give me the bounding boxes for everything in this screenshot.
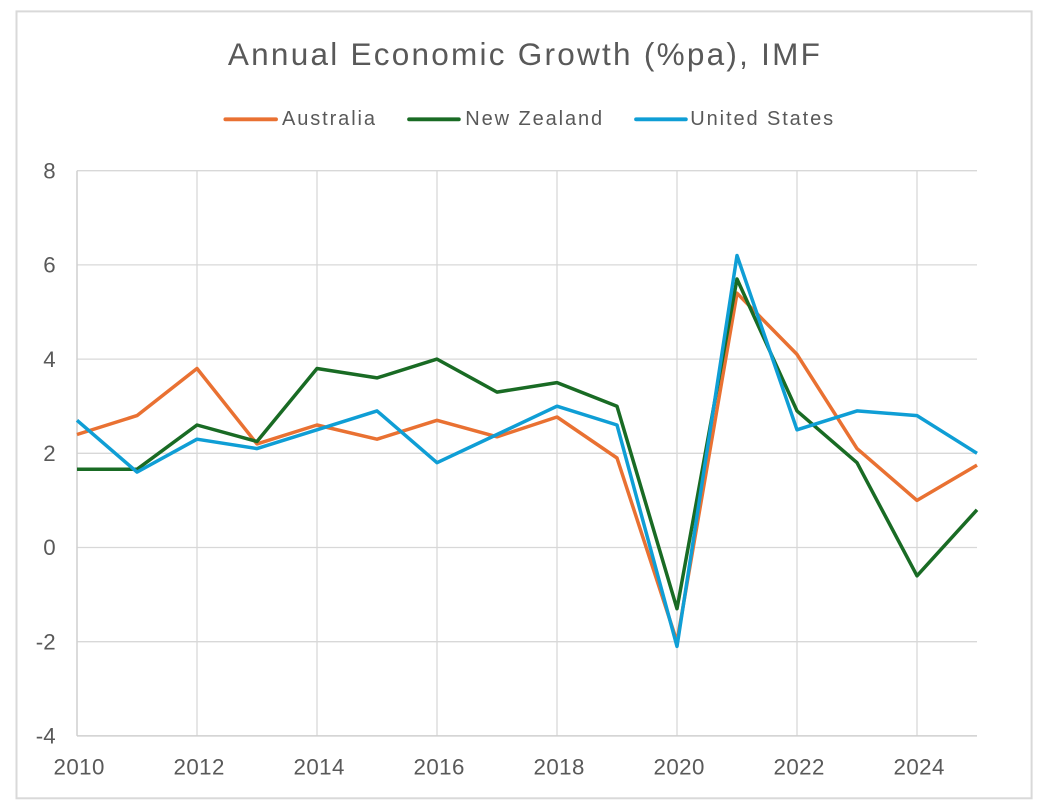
- svg-text:2016: 2016: [413, 755, 464, 780]
- svg-text:2020: 2020: [653, 755, 704, 780]
- svg-text:6: 6: [43, 253, 55, 278]
- svg-text:2010: 2010: [53, 755, 104, 780]
- svg-text:-4: -4: [36, 724, 56, 749]
- svg-text:2018: 2018: [533, 755, 584, 780]
- svg-text:4: 4: [43, 347, 55, 372]
- svg-text:Annual Economic Growth (%pa),: Annual Economic Growth (%pa), IMF: [228, 36, 822, 72]
- svg-text:2: 2: [43, 441, 55, 466]
- svg-text:8: 8: [43, 158, 55, 183]
- svg-text:Australia: Australia: [282, 108, 377, 130]
- svg-text:United States: United States: [690, 108, 835, 130]
- svg-text:2024: 2024: [893, 755, 944, 780]
- svg-text:2012: 2012: [173, 755, 224, 780]
- svg-text:New Zealand: New Zealand: [465, 108, 604, 130]
- svg-text:2022: 2022: [773, 755, 824, 780]
- svg-text:-2: -2: [36, 629, 56, 654]
- svg-text:0: 0: [43, 535, 55, 560]
- svg-text:2014: 2014: [293, 755, 344, 780]
